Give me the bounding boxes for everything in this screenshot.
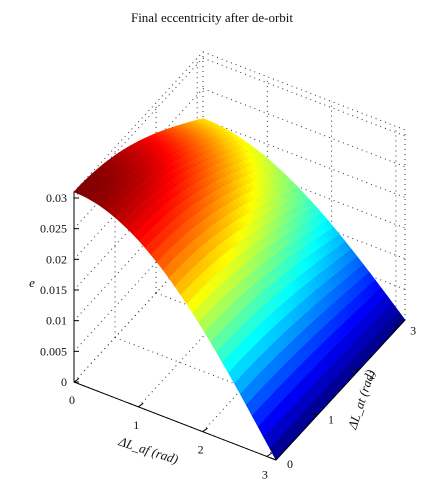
z-tick-label: 0.01 bbox=[46, 314, 67, 328]
wall-grid-line bbox=[73, 241, 204, 383]
wall-grid-line bbox=[73, 180, 204, 322]
wall-grid-line bbox=[73, 57, 204, 199]
y-tick-label: 1 bbox=[328, 412, 334, 426]
surface bbox=[73, 118, 406, 461]
z-tick-label: 0.02 bbox=[46, 252, 67, 266]
z-tick-label: 0.03 bbox=[46, 191, 67, 205]
z-tick-label: 0.025 bbox=[40, 222, 67, 236]
x-tick-label: 3 bbox=[262, 467, 268, 481]
x-tick-label: 1 bbox=[133, 418, 139, 432]
y-tick-mark bbox=[352, 368, 359, 372]
x-axis-label: ΔL_af (rad) bbox=[116, 433, 180, 467]
z-tick-label: 0.015 bbox=[40, 283, 67, 297]
wall-grid-line bbox=[202, 88, 406, 168]
x-axis-line bbox=[73, 381, 277, 461]
wall-grid-line bbox=[202, 118, 406, 198]
chart-title: Final eccentricity after de-orbit bbox=[131, 10, 293, 25]
wall-grid-line bbox=[73, 51, 204, 193]
y-tick-label: 0 bbox=[287, 457, 293, 471]
wall-grid-line bbox=[73, 210, 204, 352]
z-axis-label: e bbox=[29, 275, 35, 290]
z-tick-label: 0 bbox=[61, 375, 67, 389]
wall-grid-line bbox=[202, 51, 406, 131]
wall-grid-line bbox=[202, 149, 406, 229]
axes bbox=[73, 191, 406, 461]
x-tick-mark bbox=[138, 402, 144, 408]
x-tick-mark bbox=[202, 427, 208, 433]
x-tick-label: 2 bbox=[198, 443, 204, 457]
x-tick-mark bbox=[73, 378, 80, 383]
y-tick-label: 2 bbox=[369, 368, 375, 382]
y-tick-mark bbox=[270, 457, 277, 461]
tick-labels: 0 1 2 3 0 1 2 3 0 0.005 0.01 0.015 0.02 0.025 0.03 bbox=[40, 191, 416, 481]
floor-grid-line bbox=[137, 266, 268, 408]
x-tick-label: 0 bbox=[69, 393, 75, 407]
wall-grid-line bbox=[202, 180, 406, 260]
y-axis-line bbox=[275, 319, 406, 461]
wall-grid-line bbox=[202, 57, 406, 137]
y-tick-mark bbox=[393, 323, 400, 327]
z-tick-label: 0.005 bbox=[40, 344, 67, 358]
y-tick-mark bbox=[311, 412, 318, 416]
y-tick-label: 3 bbox=[410, 323, 416, 337]
x-tick-mark bbox=[266, 452, 273, 457]
